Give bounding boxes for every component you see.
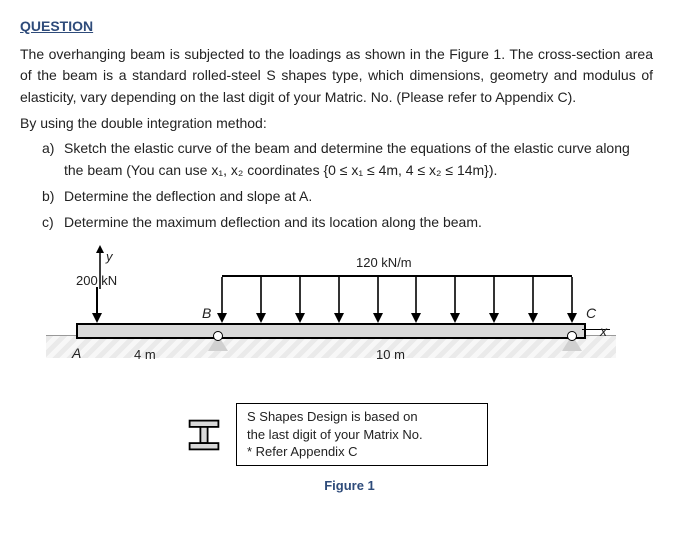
paragraph-1: The overhanging beam is subjected to the… <box>20 44 653 109</box>
item-text: Determine the maximum deflection and its… <box>64 212 653 234</box>
list-item: c) Determine the maximum deflection and … <box>42 212 653 234</box>
paragraph-2: By using the double integration method: <box>20 113 653 135</box>
dist-load-arrow <box>449 275 461 323</box>
item-label: a) <box>42 138 64 181</box>
dimension-span2: 10 m <box>376 345 405 365</box>
note-row: S Shapes Design is based on the last dig… <box>186 403 653 466</box>
label-b: B <box>202 303 211 325</box>
dist-load-arrow <box>216 275 228 323</box>
figure-area: y 200 kN 120 kN/m A B C x 4 m 10 m S Sha… <box>46 245 653 496</box>
question-list: a) Sketch the elastic curve of the beam … <box>42 138 653 233</box>
beam-diagram: y 200 kN 120 kN/m A B C x 4 m 10 m <box>46 245 606 385</box>
note-line: the last digit of your Matrix No. <box>247 426 477 444</box>
note-line: * Refer Appendix C <box>247 443 477 461</box>
dist-load-arrow <box>566 275 578 323</box>
note-box: S Shapes Design is based on the last dig… <box>236 403 488 466</box>
item-label: b) <box>42 186 64 208</box>
i-beam-icon <box>186 417 222 453</box>
dist-load-arrow <box>527 275 539 323</box>
point-load-arrow <box>90 287 104 323</box>
beam-body <box>76 323 586 339</box>
question-heading: QUESTION <box>20 16 653 38</box>
item-label: c) <box>42 212 64 234</box>
dist-load-arrow <box>488 275 500 323</box>
dimension-span1: 4 m <box>134 345 156 365</box>
item-text: Sketch the elastic curve of the beam and… <box>64 138 653 181</box>
support-pin-b <box>208 335 228 351</box>
dist-load-arrow <box>372 275 384 323</box>
label-c: C <box>586 303 596 325</box>
dist-load-top-line <box>222 275 572 277</box>
distributed-load <box>222 275 572 315</box>
y-label: y <box>106 247 113 267</box>
label-x: x <box>600 321 607 343</box>
dist-load-arrow <box>294 275 306 323</box>
label-a: A <box>72 343 81 365</box>
dist-load-arrow <box>255 275 267 323</box>
figure-caption: Figure 1 <box>46 476 653 496</box>
dist-load-label: 120 kN/m <box>356 253 412 273</box>
dist-load-arrow <box>333 275 345 323</box>
item-text: Determine the deflection and slope at A. <box>64 186 653 208</box>
support-roller-c <box>562 335 582 351</box>
list-item: a) Sketch the elastic curve of the beam … <box>42 138 653 181</box>
list-item: b) Determine the deflection and slope at… <box>42 186 653 208</box>
note-line: S Shapes Design is based on <box>247 408 477 426</box>
dist-load-arrow <box>410 275 422 323</box>
